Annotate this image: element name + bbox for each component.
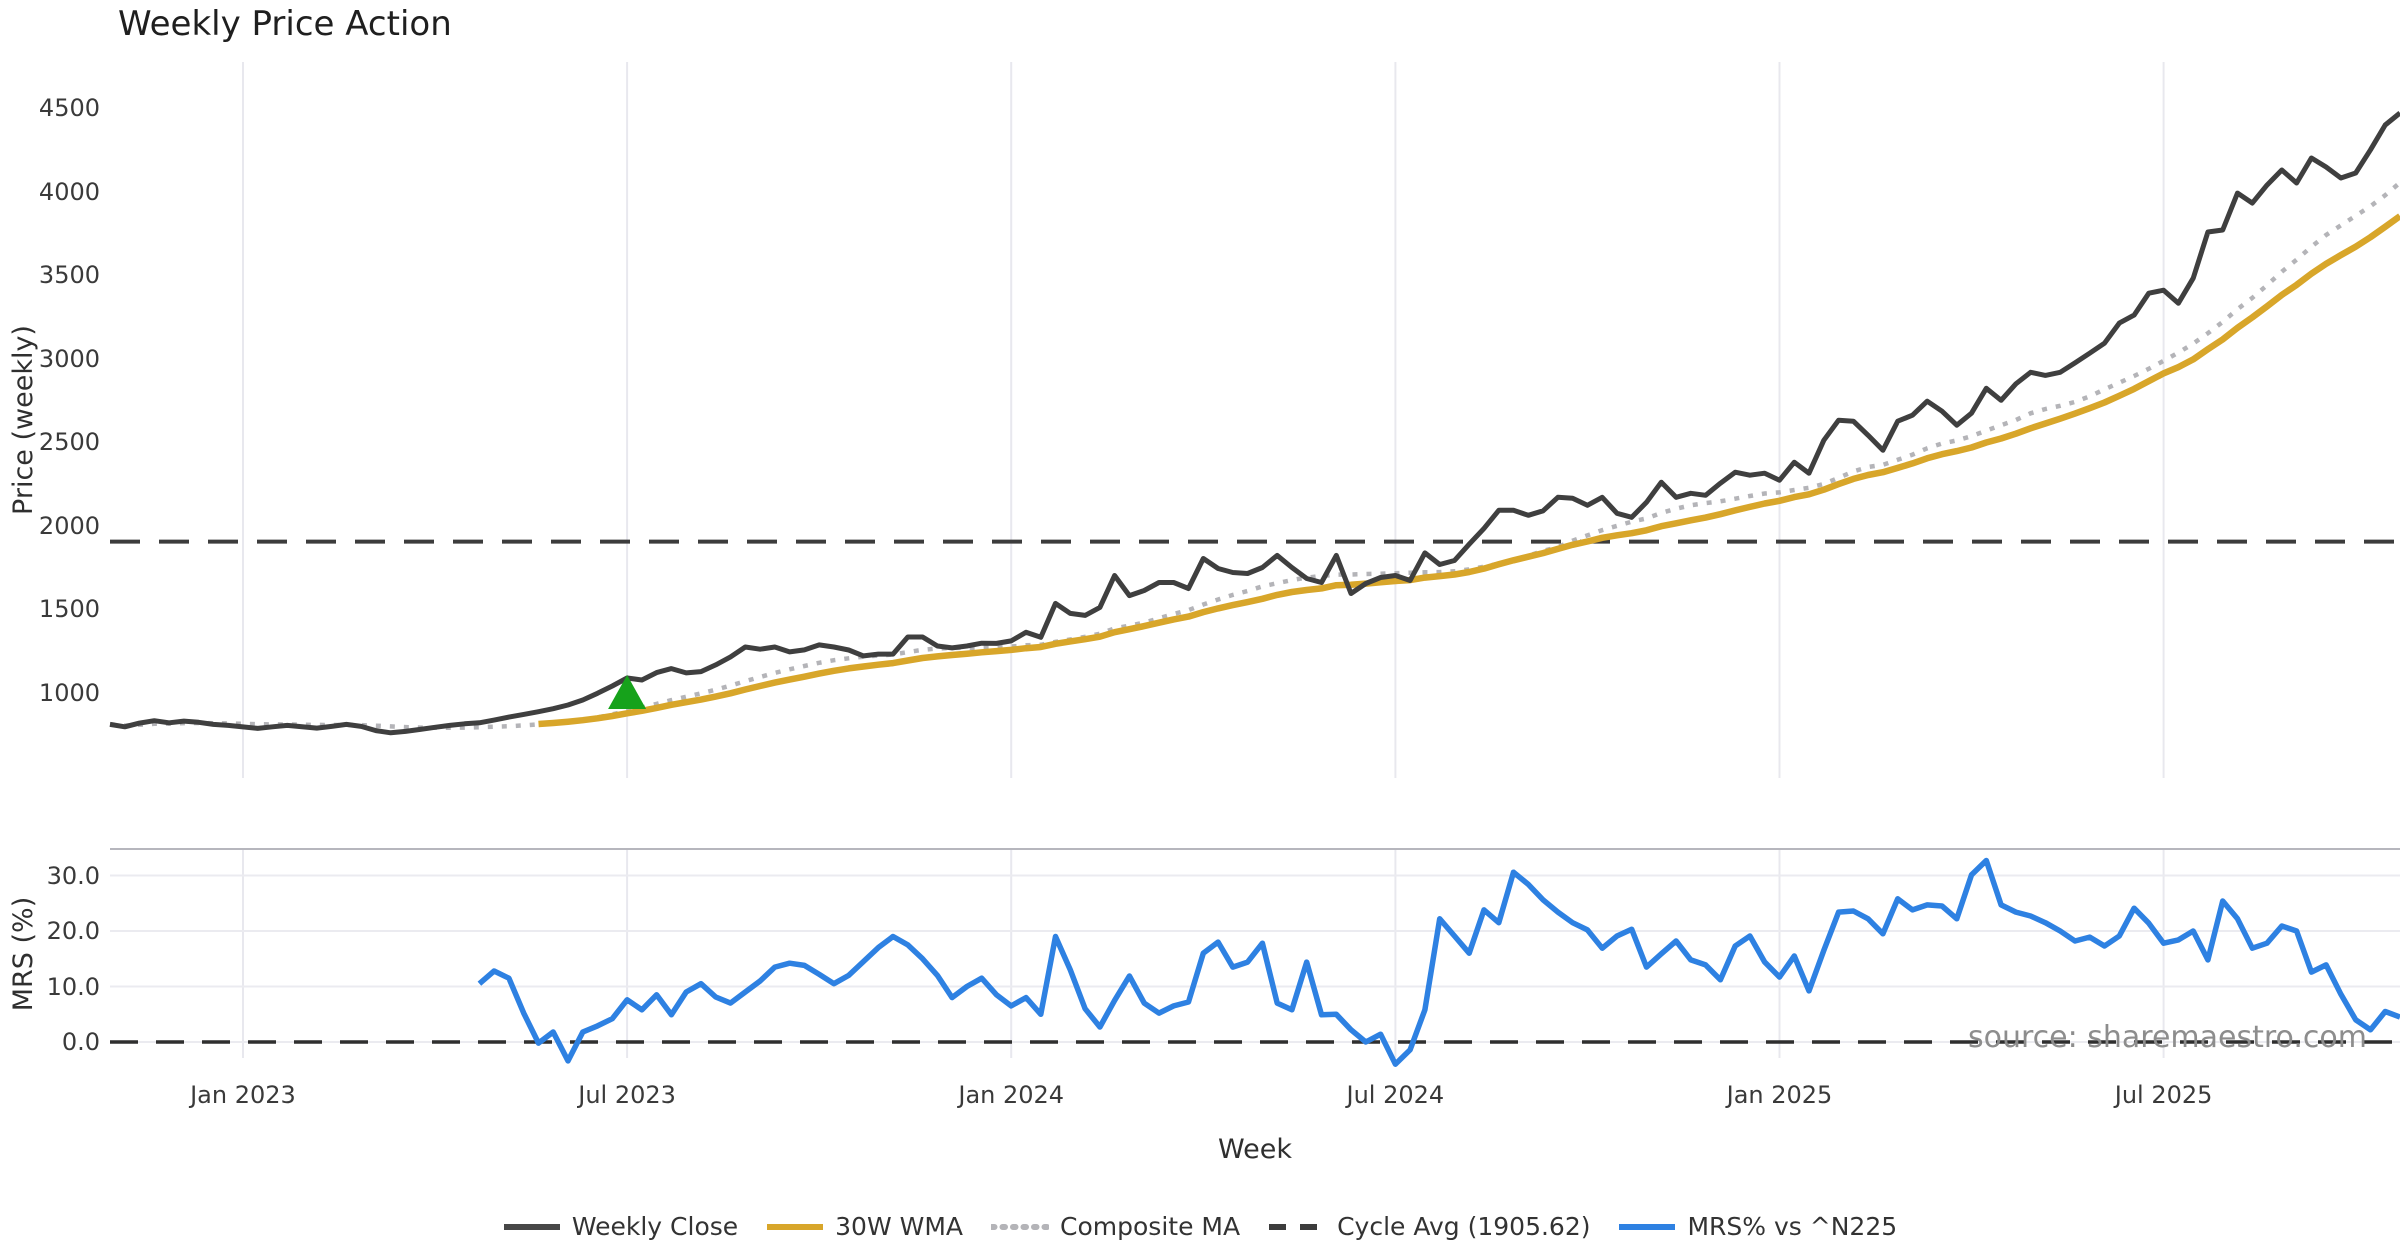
- price-tick-label: 3000: [38, 344, 100, 373]
- price-tick-label: 4500: [38, 94, 100, 122]
- legend-label: 30W WMA: [835, 1212, 964, 1241]
- x-tick-label: Jul 2024: [1346, 1081, 1445, 1109]
- legend-swatch-solid: [1619, 1223, 1676, 1230]
- x-tick-label: Jan 2024: [958, 1081, 1065, 1109]
- legend-item: Composite MA: [991, 1212, 1240, 1241]
- chart-legend: Weekly Close 30W WMA Composite MA Cycle Avg…: [0, 1212, 2400, 1241]
- legend-item: 30W WMA: [766, 1212, 963, 1241]
- price-tick-label: 2000: [38, 511, 100, 540]
- mrs-tick-label: 20.0: [46, 917, 100, 945]
- legend-item: Weekly Close: [503, 1212, 738, 1241]
- mrs-tick-label: 30.0: [46, 861, 100, 890]
- price-tick-label: 1500: [38, 595, 100, 624]
- x-tick-label: Jan 2023: [190, 1081, 296, 1109]
- legend-item: MRS% vs ^N225: [1618, 1212, 1897, 1241]
- mrs-tick-label: 10.0: [46, 972, 100, 1001]
- legend-swatch-dotted: [991, 1223, 1050, 1230]
- legend-item: Cycle Avg (1905.62): [1268, 1212, 1590, 1241]
- x-tick-label: Jul 2025: [2114, 1081, 2213, 1109]
- mrs-axis-label: MRS (%): [8, 897, 39, 1012]
- price-tick-label: 2500: [38, 428, 100, 457]
- page-title: Weekly Price Action: [118, 4, 452, 44]
- legend-swatch-dashed: [1269, 1223, 1326, 1230]
- buy-signal-marker: [608, 675, 647, 709]
- source-watermark: source: sharemaestro.com: [1968, 1020, 2367, 1055]
- price-tick-label: 4000: [38, 177, 100, 206]
- x-tick-label: Jul 2023: [578, 1081, 676, 1109]
- price-tick-label: 1000: [38, 679, 100, 707]
- x-tick-label: Jan 2025: [1726, 1081, 1833, 1109]
- legend-label: Composite MA: [1060, 1212, 1241, 1241]
- plot-lines: [109, 62, 2400, 1067]
- legend-label: Cycle Avg (1905.62): [1337, 1212, 1591, 1241]
- legend-label: MRS% vs ^N225: [1687, 1212, 1898, 1241]
- x-axis-label: Week: [1218, 1134, 1292, 1165]
- legend-swatch-solid: [503, 1223, 560, 1230]
- legend-label: Weekly Close: [571, 1212, 739, 1241]
- mrs-tick-label: 0.0: [61, 1028, 100, 1056]
- legend-swatch-solid: [767, 1223, 824, 1230]
- price-tick-label: 3500: [38, 261, 100, 290]
- price-axis-label: Price (weekly): [8, 325, 39, 515]
